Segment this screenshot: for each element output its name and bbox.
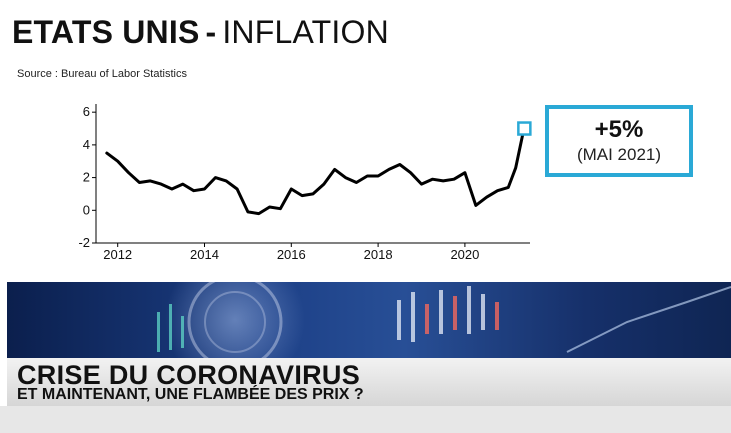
inflation-line-chart: -2 0 2 4 6 2012 2014 2016 2018 2020 <box>78 104 532 262</box>
x-tick-label: 2012 <box>103 247 132 262</box>
inflation-callout: +5% (MAI 2021) <box>545 105 693 177</box>
title-separator: - <box>205 14 217 50</box>
title-main: ETATS UNIS <box>12 14 200 50</box>
title-sub: INFLATION <box>222 14 389 50</box>
candlestick-graphic <box>157 286 499 352</box>
callout-value: +5% <box>594 116 644 143</box>
inflation-series-line <box>105 133 525 216</box>
y-tick-label: 2 <box>83 170 90 185</box>
headline: CRISE DU CORONAVIRUS <box>17 360 361 390</box>
seal-inner-ring <box>204 291 266 353</box>
federal-reserve-seal-icon <box>187 282 283 358</box>
page-title: ETATS UNIS - INFLATION <box>12 12 389 52</box>
headline-bar: CRISE DU CORONAVIRUS ET MAINTENANT, UNE … <box>7 358 731 406</box>
banner-graphic <box>157 282 731 358</box>
subheadline: ET MAINTENANT, UNE FLAMBÉE DES PRIX ? <box>17 386 364 403</box>
source-note: Source : Bureau of Labor Statistics <box>17 68 187 80</box>
y-tick-label: 4 <box>83 137 90 152</box>
x-tick-label: 2014 <box>190 247 219 262</box>
x-tick-label: 2018 <box>364 247 393 262</box>
banner-image <box>7 282 731 358</box>
y-tick-label: -2 <box>78 235 90 250</box>
latest-value-marker <box>517 121 532 136</box>
callout-date: (MAI 2021) <box>576 145 662 164</box>
y-tick-label: 0 <box>83 202 90 217</box>
x-tick-label: 2020 <box>450 247 479 262</box>
rising-trend-line <box>566 286 731 353</box>
seal-glow <box>165 282 305 358</box>
bottom-strip <box>0 406 731 433</box>
x-tick-label: 2016 <box>277 247 306 262</box>
y-tick-label: 6 <box>83 104 90 119</box>
